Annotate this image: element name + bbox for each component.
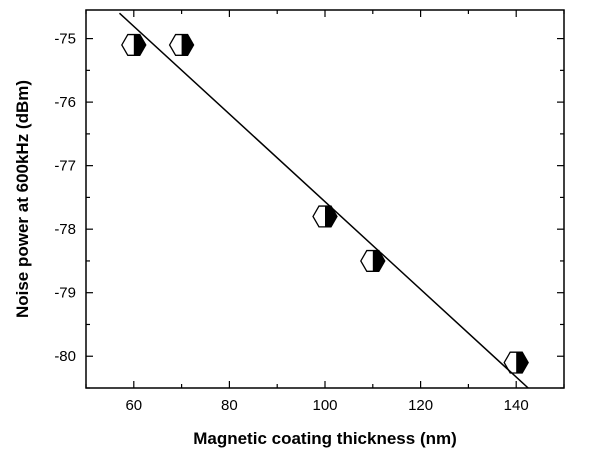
x-axis-ticks: 60 80 100 120 140 <box>85 10 565 414</box>
data-point <box>503 351 529 374</box>
y-tick-label: -79 <box>54 285 76 302</box>
fit-line-layer <box>118 12 529 389</box>
y-axis-title: Noise power at 600kHz (dBm) <box>13 80 32 318</box>
y-tick-label: -76 <box>54 94 76 111</box>
marker-filled-half <box>181 34 194 56</box>
x-tick-label: 120 <box>408 397 433 414</box>
data-point <box>312 205 338 228</box>
marker-outline <box>168 33 195 56</box>
y-tick-label: -75 <box>54 31 76 48</box>
marker-filled-half <box>133 34 146 56</box>
plot-area <box>85 9 565 389</box>
x-tick-label: 60 <box>125 397 142 414</box>
y-axis-ticks: -75 -76 -77 -78 -79 -80 <box>54 31 564 389</box>
x-axis-title: Magnetic coating thickness (nm) <box>193 429 457 448</box>
x-tick-label: 140 <box>504 397 529 414</box>
marker-outline <box>360 249 386 272</box>
data-points <box>121 33 529 374</box>
y-tick-label: -80 <box>54 348 76 365</box>
fit-line <box>118 12 529 389</box>
marker-filled-half <box>372 250 385 272</box>
data-point <box>360 249 386 272</box>
marker-outline <box>312 205 338 228</box>
marker-outline <box>503 351 529 374</box>
x-tick-label: 100 <box>312 397 337 414</box>
plot-frame <box>85 9 565 389</box>
marker-filled-half <box>325 206 337 227</box>
data-point <box>121 33 147 56</box>
y-tick-label: -77 <box>54 158 76 175</box>
y-tick-label: -78 <box>54 221 76 238</box>
data-point <box>168 33 195 56</box>
marker-outline <box>121 33 147 56</box>
marker-filled-half <box>516 352 529 373</box>
x-tick-label: 80 <box>221 397 238 414</box>
